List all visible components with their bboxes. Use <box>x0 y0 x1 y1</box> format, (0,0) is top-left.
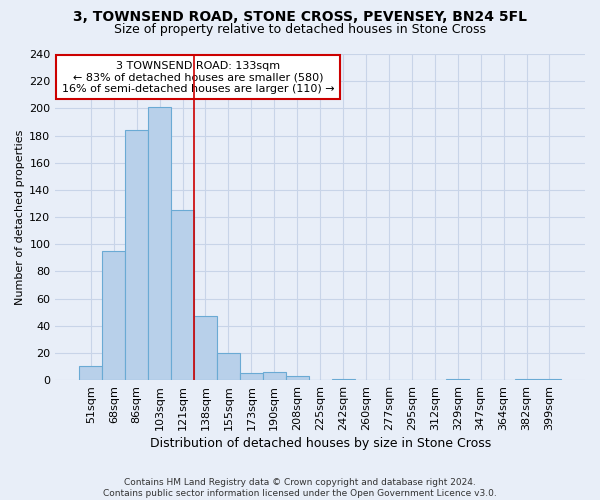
Bar <box>263 372 286 380</box>
Bar <box>515 378 538 380</box>
Text: 3, TOWNSEND ROAD, STONE CROSS, PEVENSEY, BN24 5FL: 3, TOWNSEND ROAD, STONE CROSS, PEVENSEY,… <box>73 10 527 24</box>
Bar <box>446 378 469 380</box>
Text: Contains HM Land Registry data © Crown copyright and database right 2024.
Contai: Contains HM Land Registry data © Crown c… <box>103 478 497 498</box>
Text: 3 TOWNSEND ROAD: 133sqm
← 83% of detached houses are smaller (580)
16% of semi-d: 3 TOWNSEND ROAD: 133sqm ← 83% of detache… <box>62 60 335 94</box>
Bar <box>332 378 355 380</box>
Bar <box>240 374 263 380</box>
Bar <box>79 366 102 380</box>
Bar <box>217 353 240 380</box>
Bar <box>286 376 308 380</box>
Bar <box>194 316 217 380</box>
Text: Size of property relative to detached houses in Stone Cross: Size of property relative to detached ho… <box>114 22 486 36</box>
Bar <box>538 378 561 380</box>
Bar <box>102 251 125 380</box>
X-axis label: Distribution of detached houses by size in Stone Cross: Distribution of detached houses by size … <box>149 437 491 450</box>
Bar <box>125 130 148 380</box>
Bar <box>171 210 194 380</box>
Y-axis label: Number of detached properties: Number of detached properties <box>15 130 25 304</box>
Bar <box>148 107 171 380</box>
